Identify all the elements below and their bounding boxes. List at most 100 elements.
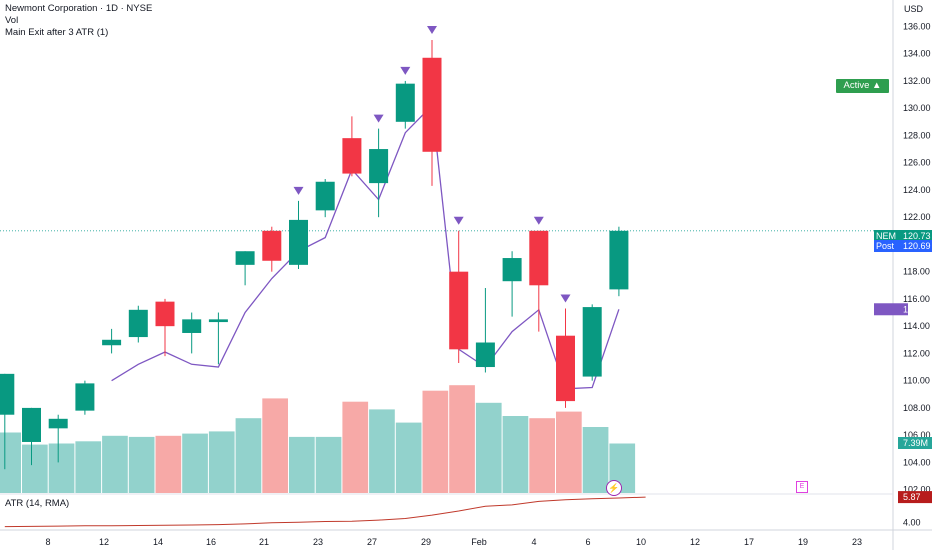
line-value-tag: 115.24: [874, 303, 930, 316]
nem-price-tag-label: NEM: [876, 231, 896, 241]
time-tick-label: 16: [206, 537, 216, 547]
post-price-tag: Post 120.69: [874, 240, 932, 252]
strategy-legend: Main Exit after 3 ATR (1): [5, 27, 109, 38]
price-tick-label: 116.00: [903, 294, 930, 304]
candle-body: [155, 301, 175, 327]
exit-marker-triangle: [560, 294, 571, 303]
line-value-tag-value: 115.24: [903, 304, 930, 314]
exit-marker-triangle: [400, 66, 411, 75]
volume-bar: [315, 436, 342, 493]
volume-bar: [182, 433, 208, 493]
currency-label: USD: [904, 4, 924, 14]
time-tick-label: 4: [531, 537, 536, 547]
candle-body: [422, 57, 442, 152]
time-tick-label: 8: [45, 537, 50, 547]
candle-body: [609, 230, 629, 290]
volume-bar: [582, 427, 609, 493]
volume-bar: [155, 435, 182, 493]
price-tick-label: 136.00: [903, 21, 931, 31]
symbol-title: Newmont Corporation · 1D · NYSE: [5, 3, 153, 14]
volume-bar: [289, 436, 315, 493]
exit-marker-triangle: [533, 216, 544, 225]
volume-bar: [48, 443, 75, 493]
candle-body: [262, 230, 282, 261]
earnings-marker[interactable]: E: [796, 481, 808, 493]
volume-bar: [475, 402, 502, 493]
price-tick-label: 124.00: [903, 185, 931, 195]
candle-body: [449, 271, 469, 350]
time-tick-label: 6: [585, 537, 590, 547]
volume-bar: [449, 385, 475, 493]
candle-body: [22, 407, 41, 442]
candle-body: [235, 251, 255, 265]
volume-value-tag: 7.39M: [903, 438, 928, 448]
candle-body: [369, 149, 389, 184]
time-tick-label: 10: [636, 537, 646, 547]
volume-bar: [369, 409, 395, 493]
nem-price-tag: NEM 120.73: [874, 230, 932, 242]
atr-value-tag-bg: [898, 491, 932, 504]
price-tick-label: 102.00: [903, 485, 931, 495]
time-tick-label: 29: [421, 537, 431, 547]
exit-marker-triangle: [373, 114, 384, 123]
price-tick-label: 114.00: [903, 321, 930, 331]
candle-body: [208, 319, 228, 323]
price-tick-label: 130.00: [903, 103, 931, 113]
time-tick-label: 27: [367, 537, 377, 547]
flash-icon[interactable]: ⚡: [606, 480, 622, 496]
candle-body: [502, 258, 522, 282]
volume-value-tag-bg: [898, 437, 932, 449]
atr-value-tag: 5.87: [903, 492, 921, 502]
volume-bar: [502, 416, 529, 493]
active-badge[interactable]: Active ▲: [836, 79, 889, 93]
volume-bar: [102, 435, 128, 493]
post-price-tag-label: Post: [876, 241, 895, 251]
price-tick-label: 128.00: [903, 130, 931, 140]
post-price-tag-bg: [874, 240, 932, 252]
volume-bar: [75, 441, 102, 493]
volume-legend: Vol: [5, 15, 19, 26]
candle-body: [75, 383, 95, 411]
volume-bar: [128, 436, 155, 493]
price-tick-label: 122.00: [903, 212, 931, 222]
candle-body: [102, 339, 122, 346]
time-tick-label: Feb: [471, 537, 487, 547]
volume-bar: [422, 390, 449, 493]
volume-bar: [529, 418, 555, 493]
candle-body: [289, 219, 308, 265]
atr-legend: ATR (14, RMA): [5, 498, 70, 509]
post-price-tag-value: 120.69: [903, 241, 931, 251]
price-tick-label: 126.00: [903, 158, 931, 168]
exit-marker-triangle: [453, 216, 464, 225]
price-tick-label: 108.00: [903, 403, 931, 413]
time-tick-label: 14: [153, 537, 163, 547]
candle-body: [128, 309, 148, 338]
volume-bar: [556, 411, 582, 493]
candle-body: [182, 319, 202, 333]
time-tick-label: 17: [744, 537, 754, 547]
candle-body: [315, 181, 335, 211]
price-tick-label: 106.00: [903, 430, 931, 440]
candle-body: [529, 230, 549, 286]
volume-bar: [395, 422, 422, 493]
candle-body: [475, 342, 495, 368]
nem-price-tag-bg: [874, 230, 932, 242]
price-tick-label: 118.00: [903, 267, 930, 277]
time-tick-label: 19: [798, 537, 808, 547]
price-tick-label: 104.00: [903, 457, 931, 467]
time-tick-label: 21: [259, 537, 269, 547]
exit-marker-triangle: [427, 26, 437, 35]
time-tick-label: 23: [313, 537, 323, 547]
volume-bar: [22, 444, 48, 493]
exit-marker-triangle: [293, 186, 304, 195]
candle-body: [0, 373, 15, 415]
candle-body: [556, 335, 575, 402]
volume-bar: [0, 432, 22, 493]
candle-body: [342, 138, 362, 174]
price-tick-label: 134.00: [903, 49, 931, 59]
line-value-tag-bg: [874, 303, 908, 316]
price-tick-label: 112.00: [903, 348, 930, 358]
time-tick-label: 23: [852, 537, 862, 547]
exit-line-series: [111, 104, 620, 390]
